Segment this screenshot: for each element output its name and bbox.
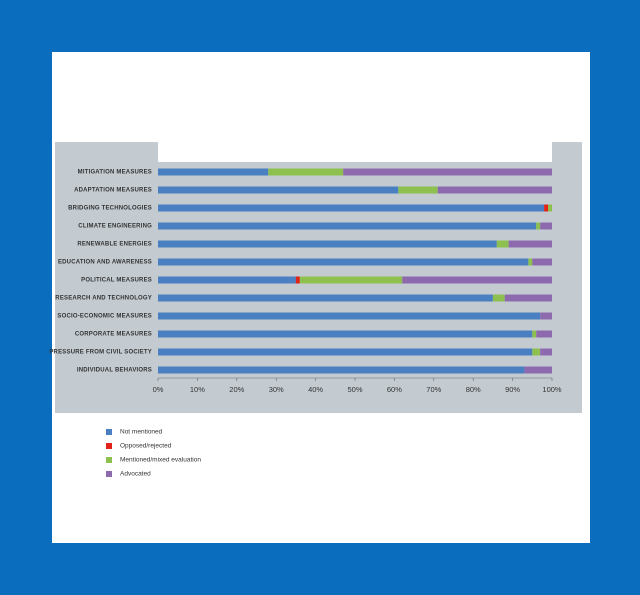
bar-segment <box>158 276 296 284</box>
bar-segment <box>343 168 552 176</box>
category-label: MITIGATION MEASURES <box>78 170 152 176</box>
bar-segment <box>437 186 552 194</box>
legend-label: Opposed/rejected <box>120 443 172 450</box>
category-label: CORPORATE MEASURES <box>75 332 152 338</box>
bar-segment <box>532 330 537 338</box>
legend-label: Mentioned/mixed evaluation <box>120 457 201 464</box>
category-label: CLIMATE ENGINEERING <box>78 224 152 230</box>
bar-segment <box>532 348 541 356</box>
category-label: RESEARCH AND TECHNOLOGY <box>55 296 152 302</box>
bar-segment <box>158 312 541 320</box>
bar-segment <box>158 240 497 248</box>
bar-segment <box>528 258 533 266</box>
bar-segment <box>158 222 537 230</box>
bar-segment <box>158 294 493 302</box>
bar-segment <box>540 348 552 356</box>
bar-segment <box>544 204 549 212</box>
legend-swatch <box>106 457 112 463</box>
x-tick-label: 100% <box>542 385 562 394</box>
bar-segment <box>398 186 438 194</box>
bar-segment <box>508 240 552 248</box>
x-tick-label: 30% <box>269 385 284 394</box>
category-label: BRIDGING TECHNOLOGIES <box>68 206 152 212</box>
bar-segment <box>524 366 552 374</box>
legend-swatch <box>106 443 112 449</box>
category-label: INDIVIDUAL BEHAVIORS <box>77 368 152 374</box>
legend-swatch <box>106 429 112 435</box>
bar-segment <box>158 168 269 176</box>
bar-segment <box>268 168 344 176</box>
x-tick-label: 20% <box>229 385 244 394</box>
legend-swatch <box>106 471 112 477</box>
x-tick-label: 90% <box>505 385 520 394</box>
bar-segment <box>492 294 505 302</box>
bar-segment <box>158 348 533 356</box>
x-tick-label: 70% <box>426 385 441 394</box>
bar-segment <box>299 276 403 284</box>
category-label: ADAPTATION MEASURES <box>74 188 152 194</box>
x-tick-label: 0% <box>153 385 164 394</box>
x-tick-label: 40% <box>308 385 323 394</box>
bar-segment <box>158 204 545 212</box>
x-tick-label: 60% <box>387 385 402 394</box>
category-label: SOCIO-ECONOMIC MEASURES <box>57 314 152 320</box>
bar-segment <box>536 222 541 230</box>
legend-label: Advocated <box>120 471 151 478</box>
bar-segment <box>532 258 552 266</box>
x-tick-label: 80% <box>466 385 481 394</box>
x-tick-label: 50% <box>347 385 362 394</box>
category-label: EDUCATION AND AWARENESS <box>58 260 152 266</box>
bar-segment <box>158 366 525 374</box>
bar-segment <box>540 312 552 320</box>
bar-segment <box>536 330 552 338</box>
category-label: POLITICAL MEASURES <box>81 278 152 284</box>
bar-segment <box>295 276 300 284</box>
bar-segment <box>158 186 399 194</box>
category-label: RENEWABLE ENERGIES <box>77 242 152 248</box>
bar-segment <box>540 222 552 230</box>
bar-segment <box>158 258 529 266</box>
bar-segment <box>402 276 552 284</box>
bar-segment <box>548 204 552 212</box>
bar-segment <box>158 330 533 338</box>
bar-segment <box>496 240 509 248</box>
category-label: PRESSURE FROM CIVIL SOCIETY <box>49 350 152 356</box>
legend-label: Not mentioned <box>120 429 163 436</box>
bar-segment <box>504 294 552 302</box>
x-tick-label: 10% <box>190 385 205 394</box>
